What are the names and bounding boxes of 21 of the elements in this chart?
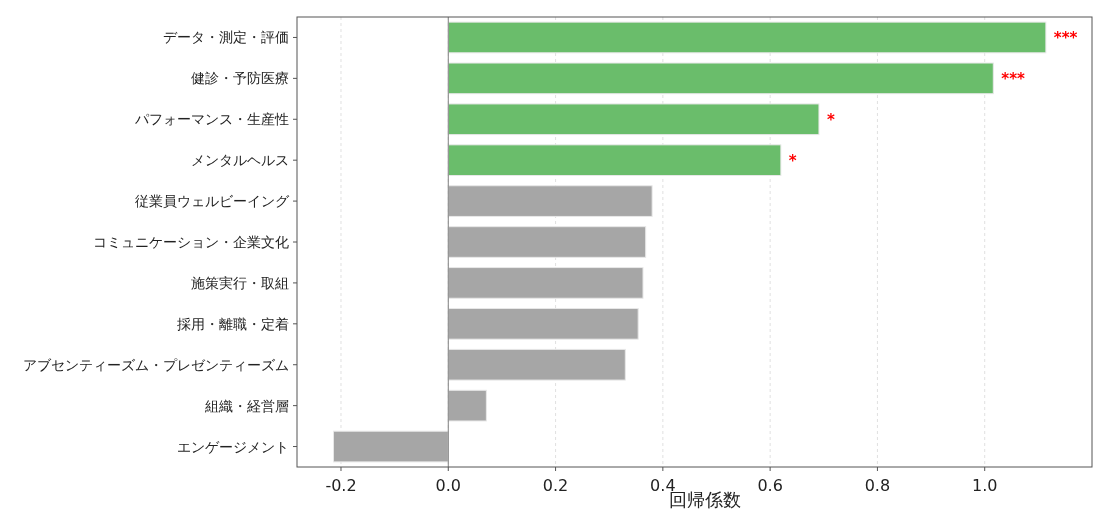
y-tick-label: メンタルヘルス [191, 152, 289, 169]
y-tick-label: 組織・経営層 [204, 397, 289, 414]
annotation: *** [1001, 70, 1025, 89]
y-tick-label: アブセンティーズム・プレゼンティーズム [23, 356, 289, 373]
y-tick-label: 施策実行・取組 [191, 274, 289, 291]
annotation: * [788, 152, 797, 171]
y-tick-label: コミュニケーション・企業文化 [93, 234, 289, 250]
y-tick-label: パフォーマンス・生産性 [134, 111, 289, 128]
y-tick-label: 健診・予防医療 [191, 70, 289, 87]
annotation: *** [1053, 29, 1078, 48]
x-tick-label: 0.0 [435, 476, 461, 495]
y-tick-label: 従業員ウェルビーイング [135, 193, 290, 210]
x-tick-label: 1.0 [971, 476, 998, 495]
x-tick-label: -0.2 [325, 476, 357, 495]
y-tick-label: 採用・離職・定着 [177, 315, 289, 332]
y-tick-label: データ・測定・評価 [163, 29, 289, 46]
y-tick-label: エンゲージメント [177, 438, 289, 455]
x-tick-label: 0.2 [542, 476, 569, 495]
x-tick-label: 0.8 [864, 476, 891, 495]
x-tick-label: 0.6 [757, 476, 783, 495]
annotation: * [826, 111, 835, 130]
